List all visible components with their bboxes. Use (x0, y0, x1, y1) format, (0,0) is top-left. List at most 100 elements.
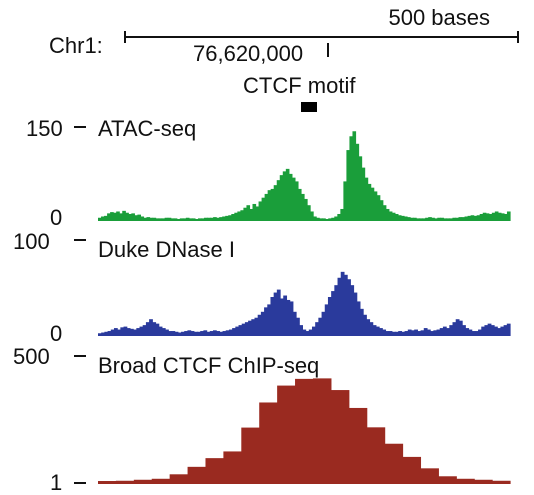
coverage-bin-atac (500, 213, 505, 221)
coverage-bin-atac (428, 217, 432, 221)
coverage-bin-atac (503, 213, 508, 221)
track-plot-dnase (98, 271, 511, 336)
y-max-label-chip: 500 (13, 344, 50, 369)
coverage-bin-dnase (251, 319, 256, 336)
coverage-bin-atac (425, 217, 429, 221)
coverage-bin-dnase (353, 292, 358, 336)
coverage-bin-dnase (375, 326, 380, 336)
coverage-bin-atac (385, 208, 390, 221)
coverage-bin-dnase (235, 326, 240, 336)
coverage-bin-dnase (324, 304, 329, 336)
coverage-bin-dnase (308, 329, 313, 336)
coverage-bin-dnase (372, 325, 377, 336)
coverage-bin-dnase (244, 322, 249, 336)
coverage-bin-atac (194, 219, 199, 221)
coverage-bin-atac (207, 217, 211, 221)
coverage-bin-dnase (442, 326, 447, 336)
coverage-bin-chip (151, 478, 171, 484)
coverage-bin-dnase (136, 328, 141, 336)
coverage-bin-dnase (487, 323, 492, 336)
y-min-label-atac: 0 (50, 205, 62, 230)
coverage-bin-atac (270, 188, 275, 221)
coverage-bin-dnase (158, 326, 163, 336)
motif-label: CTCF motif (243, 73, 356, 98)
coverage-bin-atac (152, 217, 157, 221)
coverage-bin-atac (113, 212, 117, 221)
coverage-bin-atac (331, 217, 335, 221)
coverage-bin-atac (467, 215, 472, 221)
coverage-bin-dnase (398, 331, 403, 336)
coverage-bin-atac (185, 217, 190, 221)
coverage-bin-atac (119, 213, 123, 221)
coverage-bin-atac (297, 188, 302, 221)
coverage-bin-chip (98, 481, 117, 484)
coverage-bin-dnase (209, 331, 214, 336)
coverage-bin-dnase (280, 298, 284, 336)
chrom-label: Chr1: (49, 33, 103, 58)
coverage-bin-atac (210, 217, 214, 221)
coverage-bin-atac (440, 217, 444, 221)
coverage-bin-dnase (334, 285, 339, 336)
coverage-bin-dnase (110, 329, 115, 336)
position-label: 76,620,000 (193, 41, 303, 66)
coverage-bin-dnase (484, 325, 489, 336)
coverage-bin-dnase (327, 297, 332, 336)
coverage-bin-dnase (222, 331, 227, 336)
coverage-bin-atac (379, 200, 384, 221)
coverage-bin-dnase (331, 291, 335, 336)
coverage-bin-atac (228, 215, 232, 221)
coverage-bin-dnase (343, 274, 348, 336)
coverage-bin-dnase (401, 331, 406, 336)
coverage-bin-atac (388, 211, 393, 221)
track-title-chip: Broad CTCF ChIP-seq (98, 353, 319, 378)
coverage-bin-dnase (414, 329, 418, 336)
coverage-bin-chip (492, 480, 511, 484)
coverage-bin-chip (330, 390, 350, 484)
coverage-bin-atac (225, 215, 229, 221)
coverage-bin-atac (310, 211, 314, 221)
coverage-bin-atac (131, 213, 135, 221)
coverage-bin-dnase (273, 292, 278, 336)
coverage-bin-dnase (292, 311, 297, 336)
coverage-bin-atac (267, 190, 272, 221)
coverage-bin-dnase (417, 331, 422, 336)
coverage-bin-dnase (216, 331, 220, 336)
coverage-bin-dnase (190, 331, 195, 336)
coverage-bin-atac (361, 167, 366, 221)
track-atac: ATAC-seq 150 0 (26, 116, 511, 230)
coverage-bin-atac (325, 219, 329, 221)
coverage-bin-dnase (289, 301, 294, 336)
coverage-bin-atac (316, 217, 320, 221)
coverage-bin-atac (419, 218, 423, 221)
coverage-bin-dnase (347, 279, 351, 336)
coverage-bin-dnase (133, 329, 137, 336)
coverage-bin-chip (438, 476, 457, 484)
coverage-bin-atac (307, 205, 311, 221)
coverage-bin-dnase (302, 329, 307, 336)
coverage-bin-atac (455, 217, 460, 221)
coverage-bin-atac (128, 213, 132, 221)
coverage-bin-atac (355, 143, 360, 221)
track-plot-chip (98, 378, 511, 484)
track-title-dnase: Duke DNase I (98, 237, 235, 262)
coverage-bin-atac (213, 217, 217, 221)
coverage-bin-atac (407, 217, 411, 221)
coverage-bin-atac (255, 206, 260, 221)
coverage-bin-atac (349, 136, 354, 221)
coverage-bin-atac (352, 131, 357, 221)
coverage-bin-dnase (433, 330, 438, 336)
coverage-bin-dnase (184, 331, 189, 336)
coverage-bin-chip (169, 474, 189, 484)
coverage-bin-dnase (474, 331, 479, 336)
coverage-bin-atac (264, 193, 269, 221)
coverage-bin-chip (384, 443, 404, 484)
coverage-bin-atac (470, 215, 475, 221)
coverage-bin-dnase (206, 331, 211, 336)
coverage-bin-atac (479, 213, 484, 221)
coverage-bin-dnase (107, 331, 112, 336)
coverage-bin-atac (491, 212, 496, 221)
coverage-bin-atac (110, 212, 114, 221)
coverage-bin-dnase (465, 328, 470, 336)
coverage-bin-dnase (155, 323, 160, 336)
